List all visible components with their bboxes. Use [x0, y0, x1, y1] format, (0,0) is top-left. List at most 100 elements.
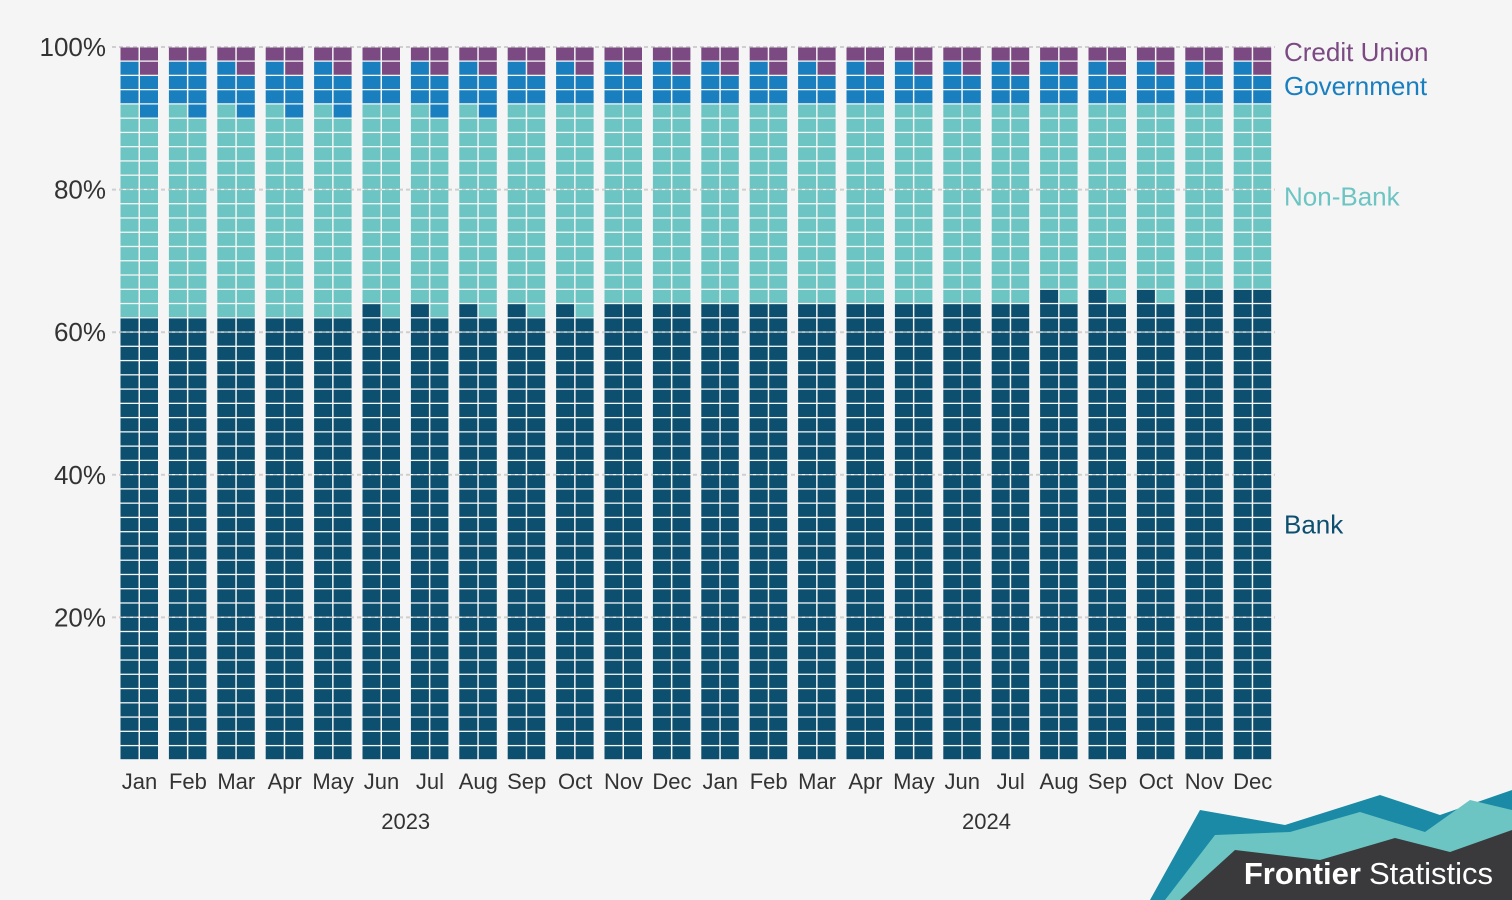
- waffle-cell: [846, 47, 865, 61]
- waffle-cell: [333, 546, 352, 560]
- waffle-cell: [846, 731, 865, 745]
- waffle-cell: [188, 76, 207, 89]
- waffle-cell: [720, 489, 739, 503]
- waffle-cell: [430, 346, 449, 360]
- waffle-cell: [769, 304, 788, 318]
- waffle-cell: [188, 603, 207, 617]
- waffle-cell: [866, 461, 884, 474]
- waffle-cell: [604, 47, 623, 61]
- waffle-cell: [140, 603, 158, 617]
- waffle-cell: [362, 190, 381, 204]
- waffle-cell: [1204, 275, 1223, 289]
- waffle-cell: [720, 204, 739, 218]
- waffle-cell: [894, 532, 913, 546]
- waffle-cell: [120, 660, 139, 674]
- waffle-cell: [1185, 232, 1204, 246]
- waffle-cell: [459, 503, 478, 517]
- waffle-cell: [1136, 190, 1155, 204]
- waffle-cell: [1108, 632, 1126, 646]
- waffle-cell: [1233, 161, 1252, 175]
- waffle-cell: [168, 133, 187, 147]
- waffle-cell: [604, 133, 623, 147]
- waffle-cell: [188, 503, 207, 517]
- waffle-cell: [1204, 61, 1223, 75]
- waffle-cell: [507, 204, 526, 218]
- waffle-cell: [120, 90, 139, 104]
- waffle-cell: [1253, 717, 1272, 731]
- waffle-cell: [236, 175, 255, 189]
- waffle-cell: [478, 375, 497, 389]
- waffle-cell: [991, 703, 1010, 717]
- waffle-cell: [1136, 475, 1155, 489]
- waffle-cell: [604, 703, 623, 717]
- waffle-cell: [1204, 190, 1223, 204]
- waffle-cell: [798, 118, 817, 132]
- waffle-cell: [1204, 175, 1223, 189]
- waffle-cell: [314, 546, 333, 560]
- waffle-cell: [1108, 689, 1126, 703]
- waffle-cell: [943, 218, 962, 232]
- waffle-cell: [410, 532, 429, 546]
- waffle-cell: [866, 717, 884, 731]
- x-tick-label: Sep: [507, 769, 546, 794]
- waffle-cell: [798, 589, 817, 603]
- waffle-cell: [382, 432, 400, 446]
- waffle-cell: [962, 218, 981, 232]
- waffle-cell: [672, 689, 691, 703]
- waffle-cell: [624, 261, 642, 275]
- waffle-cell: [362, 304, 381, 318]
- waffle-cell: [798, 247, 817, 261]
- waffle-cell: [1011, 646, 1030, 660]
- waffle-cell: [894, 232, 913, 246]
- waffle-cell: [575, 261, 594, 275]
- waffle-cell: [1204, 689, 1223, 703]
- waffle-cell: [1204, 575, 1223, 589]
- waffle-cell: [701, 304, 720, 318]
- waffle-cell: [1204, 361, 1223, 375]
- waffle-cell: [962, 404, 981, 417]
- bar: [410, 47, 449, 760]
- waffle-cell: [285, 118, 304, 132]
- waffle-cell: [769, 575, 788, 589]
- waffle-cell: [1059, 532, 1078, 546]
- waffle-cell: [1233, 575, 1252, 589]
- waffle-cell: [943, 147, 962, 161]
- waffle-cell: [866, 232, 884, 246]
- bar: [120, 47, 158, 760]
- waffle-cell: [1136, 703, 1155, 717]
- waffle-cell: [1156, 361, 1175, 375]
- waffle-cell: [556, 133, 575, 147]
- waffle-cell: [140, 731, 158, 745]
- waffle-cell: [894, 589, 913, 603]
- waffle-cell: [120, 589, 139, 603]
- waffle-cell: [410, 603, 429, 617]
- waffle-cell: [652, 361, 671, 375]
- waffle-cell: [962, 461, 981, 474]
- waffle-cell: [527, 104, 546, 118]
- waffle-cell: [333, 90, 352, 104]
- waffle-cell: [991, 646, 1010, 660]
- waffle-cell: [1156, 375, 1175, 389]
- waffle-cell: [846, 717, 865, 731]
- waffle-cell: [962, 47, 981, 61]
- waffle-cell: [478, 603, 497, 617]
- waffle-cell: [333, 746, 352, 760]
- waffle-cell: [672, 503, 691, 517]
- waffle-cell: [362, 289, 381, 303]
- waffle-cell: [478, 646, 497, 660]
- waffle-cell: [1108, 375, 1126, 389]
- waffle-cell: [285, 575, 304, 589]
- waffle-cell: [769, 603, 788, 617]
- waffle-cell: [556, 575, 575, 589]
- waffle-cell: [1059, 375, 1078, 389]
- waffle-cell: [894, 546, 913, 560]
- waffle-cell: [962, 318, 981, 332]
- waffle-cell: [1088, 346, 1107, 360]
- waffle-cell: [672, 674, 691, 688]
- waffle-cell: [575, 204, 594, 218]
- waffle-cell: [604, 746, 623, 760]
- waffle-cell: [798, 632, 817, 646]
- waffle-cell: [1088, 617, 1107, 631]
- waffle-cell: [430, 332, 449, 346]
- waffle-cell: [817, 275, 836, 289]
